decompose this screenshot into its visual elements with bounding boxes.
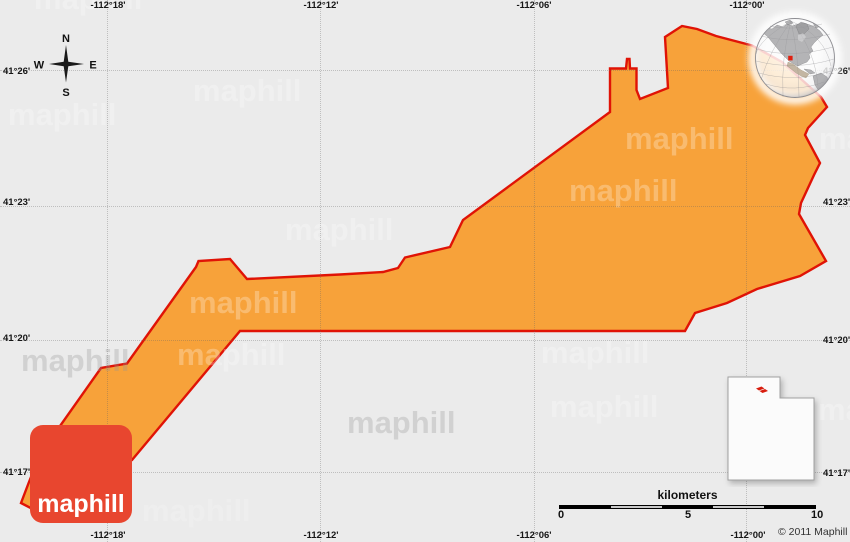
svg-text:E: E: [89, 60, 96, 72]
svg-text:S: S: [62, 87, 69, 99]
svg-text:N: N: [62, 33, 70, 45]
svg-text:W: W: [34, 60, 45, 72]
